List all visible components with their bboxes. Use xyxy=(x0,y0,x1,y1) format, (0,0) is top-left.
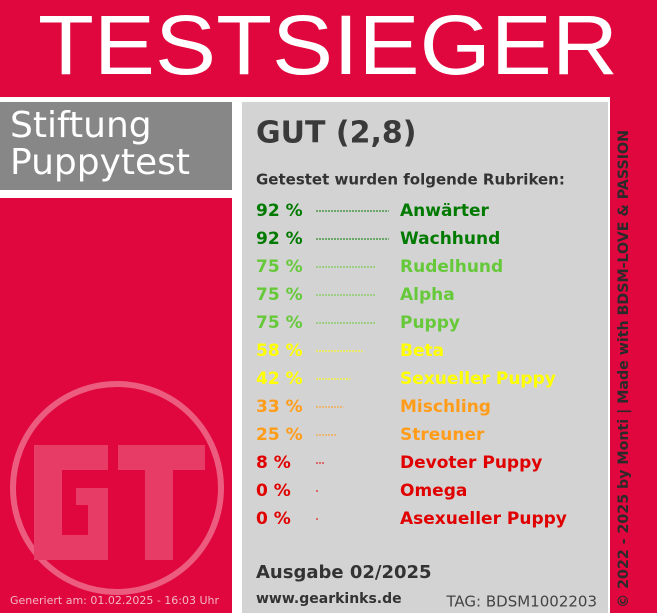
website: www.gearkinks.de xyxy=(256,591,402,607)
percent: 92 % xyxy=(256,229,303,249)
publisher-line1: Stiftung xyxy=(10,105,152,146)
result-panel xyxy=(242,102,608,613)
intro: Getestet wurden folgende Rubriken: xyxy=(256,171,565,189)
percent: 33 % xyxy=(256,397,303,417)
percent: 42 % xyxy=(256,369,303,389)
issue: Ausgabe 02/2025 xyxy=(256,562,432,583)
percent: 75 % xyxy=(256,257,303,277)
percent: 75 % xyxy=(256,285,303,305)
banner xyxy=(0,0,657,97)
category: Devoter Puppy xyxy=(400,453,542,473)
percent: 75 % xyxy=(256,313,303,333)
generated: Generiert am: 01.02.2025 - 16:03 Uhr xyxy=(10,594,220,607)
logo xyxy=(10,381,224,595)
category: Streuner xyxy=(400,425,485,445)
logo-t xyxy=(118,445,205,560)
category: Beta xyxy=(400,341,444,361)
percent: 92 % xyxy=(256,201,303,221)
category: Alpha xyxy=(400,285,455,305)
category: Omega xyxy=(400,481,467,501)
category: Sexueller Puppy xyxy=(400,369,556,389)
category: Puppy xyxy=(400,313,460,333)
publisher-line2: Puppytest xyxy=(10,142,190,183)
category: Anwärter xyxy=(400,201,489,221)
percent: 25 % xyxy=(256,425,303,445)
category: Wachhund xyxy=(400,229,500,249)
rating: GUT (2,8) xyxy=(256,116,416,151)
copyright: © 2022 - 2025 by Monti | Made with BDSM-… xyxy=(616,130,632,608)
percent: 0 % xyxy=(256,509,291,529)
logo-g xyxy=(34,445,108,560)
percent: 0 % xyxy=(256,481,291,501)
banner-title: TESTSIEGER xyxy=(38,0,618,92)
tag: TAG: BDSM1002203 xyxy=(445,593,597,611)
percent: 58 % xyxy=(256,341,303,361)
publisher-box xyxy=(0,102,232,190)
category: Asexueller Puppy xyxy=(400,509,567,529)
category: Rudelhund xyxy=(400,257,503,277)
side-strip xyxy=(610,97,657,613)
category: Mischling xyxy=(400,397,491,417)
logo-ring xyxy=(10,381,224,595)
percent: 8 % xyxy=(256,453,291,473)
